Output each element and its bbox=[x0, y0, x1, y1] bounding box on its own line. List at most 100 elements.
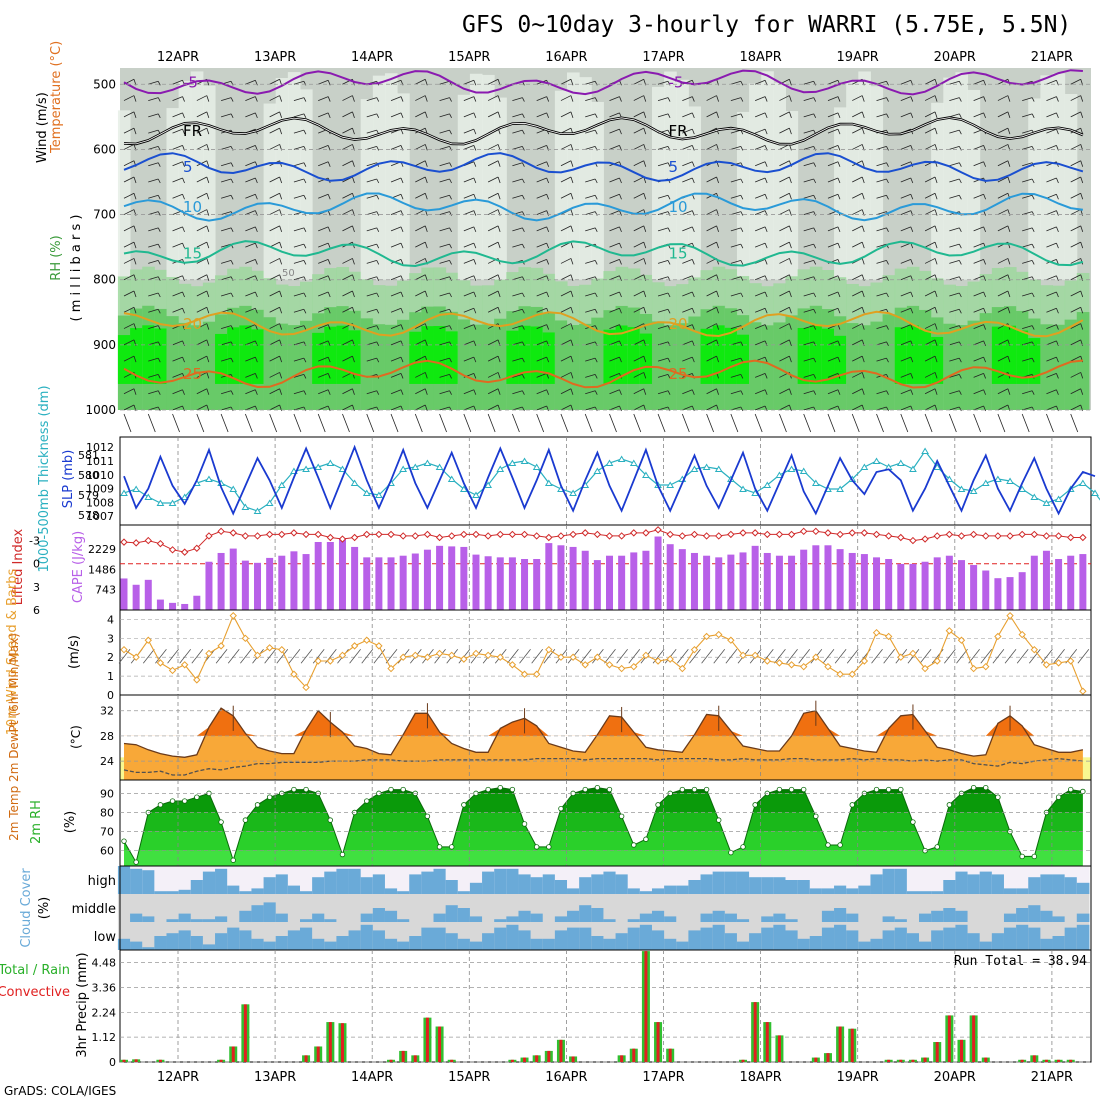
thickness-point bbox=[423, 459, 432, 466]
wind-barb bbox=[1022, 97, 1033, 101]
thickness-point bbox=[896, 459, 905, 466]
wind-barb bbox=[924, 339, 936, 346]
wind-barb-flag bbox=[643, 95, 647, 102]
wind-barb bbox=[560, 372, 572, 378]
wind-barb bbox=[318, 275, 329, 281]
wind-barb bbox=[1070, 323, 1081, 329]
wind-barb bbox=[220, 357, 232, 362]
cloud-cell bbox=[955, 910, 969, 922]
wind-barb bbox=[220, 260, 232, 264]
wind-barb-flag bbox=[813, 113, 817, 119]
wind-barb-flag bbox=[206, 258, 210, 265]
cape-bar bbox=[326, 542, 334, 610]
wind-barb-flag bbox=[934, 372, 938, 379]
wind-barb bbox=[852, 225, 863, 232]
lifted-index-point bbox=[205, 532, 213, 540]
wind-barb bbox=[342, 209, 353, 215]
wind-barb bbox=[318, 307, 329, 313]
cloud-cell bbox=[834, 885, 847, 894]
wind-barb-flag bbox=[740, 341, 744, 347]
wind-barb-flag bbox=[522, 309, 525, 314]
precip-unit-label: 3hr Precip (mm) bbox=[75, 952, 90, 1057]
rh-point bbox=[254, 802, 261, 808]
cloud-cell bbox=[154, 891, 167, 894]
thickness-point bbox=[957, 485, 966, 492]
wind-barb bbox=[633, 290, 644, 297]
wind-barb-flag bbox=[473, 242, 477, 249]
cloud-cell bbox=[1052, 874, 1066, 894]
lifted-index-point bbox=[739, 529, 747, 537]
wind-barb-flag bbox=[1080, 225, 1084, 232]
wind-barb bbox=[633, 225, 644, 232]
wind-barb bbox=[390, 307, 402, 313]
wind-barb bbox=[148, 260, 159, 264]
cloud-cell bbox=[955, 871, 969, 894]
rh-band bbox=[154, 328, 167, 384]
wind-barb bbox=[657, 227, 669, 232]
wind-barb-flag bbox=[837, 194, 841, 200]
wind-barb bbox=[220, 227, 232, 232]
wind-barb bbox=[997, 290, 1009, 297]
cape-bar bbox=[241, 560, 249, 610]
wind-barb-flag bbox=[764, 308, 768, 314]
lifted-index-point bbox=[314, 530, 322, 539]
wind-speed-point bbox=[1018, 630, 1026, 639]
wind-barb-flag bbox=[837, 161, 841, 167]
wind-barb bbox=[245, 177, 256, 183]
cloud-cell bbox=[142, 947, 155, 950]
cloud-cell bbox=[846, 930, 859, 950]
cloud-cell bbox=[372, 874, 386, 894]
rh-band bbox=[397, 319, 410, 410]
wind-barb-flag bbox=[546, 194, 550, 200]
wind-barb bbox=[366, 341, 377, 346]
wind-barb-flag bbox=[133, 111, 137, 118]
wind-barb-flag bbox=[182, 226, 185, 233]
pressure-tick-label: 600 bbox=[93, 142, 116, 156]
cape-bar bbox=[181, 603, 189, 610]
surface-barb bbox=[997, 413, 1006, 433]
cloud-cell bbox=[384, 910, 398, 922]
wind-barb bbox=[245, 145, 256, 150]
wind-barb bbox=[803, 178, 814, 183]
lifted-index-point bbox=[848, 529, 856, 537]
thickness-point bbox=[205, 475, 213, 482]
cloud-cell bbox=[190, 936, 204, 950]
cloud-cell bbox=[676, 941, 689, 950]
lifted-index-point bbox=[545, 533, 553, 542]
cloud-cell bbox=[1003, 888, 1017, 894]
wind-barb-flag bbox=[837, 356, 841, 363]
wind-barb-flag bbox=[424, 242, 428, 249]
wind-barb-flag bbox=[983, 145, 986, 151]
slp-tick-label: 1012 bbox=[86, 441, 114, 454]
wind-barb bbox=[779, 241, 790, 248]
wind-barb bbox=[172, 112, 183, 118]
wind-barb bbox=[172, 177, 183, 183]
cloud-cell bbox=[700, 927, 714, 950]
rh-tick-label: 90 bbox=[100, 787, 114, 800]
cloud-cell bbox=[991, 874, 1005, 894]
wind-speed-point bbox=[460, 655, 468, 663]
cloud-cell bbox=[518, 930, 532, 950]
wind-barb-flag bbox=[255, 226, 258, 233]
wind-barb bbox=[390, 112, 402, 118]
wind-barb-flag bbox=[206, 95, 210, 102]
wind-barb-flag bbox=[327, 389, 331, 395]
cloud-cell bbox=[1003, 927, 1017, 950]
wind-barb-flag bbox=[1080, 176, 1084, 184]
wind-barb bbox=[179, 648, 192, 664]
lifted-index-point bbox=[520, 530, 529, 539]
wind-barb-flag bbox=[327, 259, 331, 265]
cloud-cell-bg bbox=[688, 894, 702, 922]
surface-barb bbox=[512, 413, 520, 433]
top-date-label: 15APR bbox=[448, 50, 490, 65]
wind-barb-flag bbox=[206, 404, 210, 412]
wind-barb bbox=[123, 160, 135, 167]
wind-barb bbox=[361, 648, 374, 664]
wind-barb-flag bbox=[327, 356, 331, 363]
wind-barb bbox=[949, 341, 960, 346]
wind-barb-flag bbox=[352, 356, 355, 363]
cloud-cell-bg bbox=[469, 894, 483, 922]
cloud-cell bbox=[736, 941, 750, 950]
wind-barb-flag bbox=[1031, 292, 1035, 298]
cloud-cell bbox=[1052, 916, 1066, 922]
